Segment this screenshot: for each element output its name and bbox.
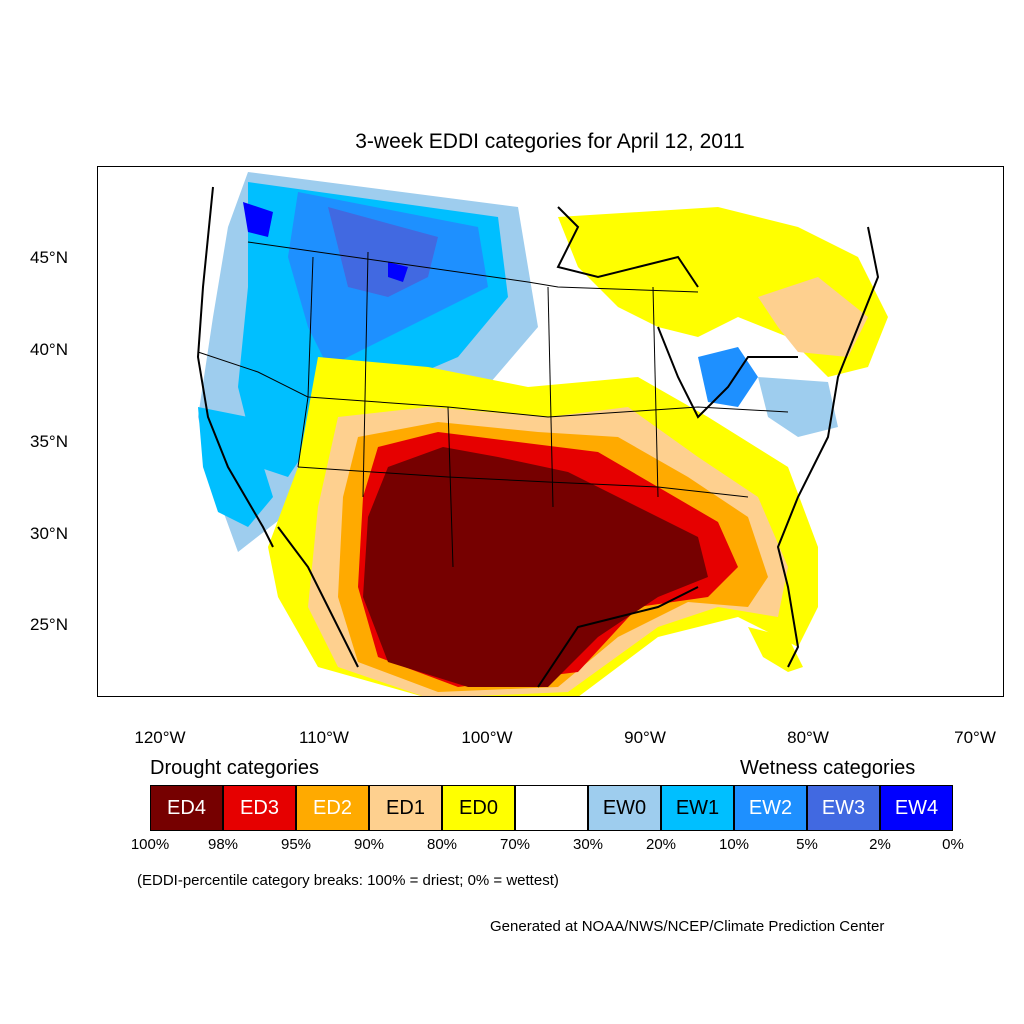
dry-region-florida bbox=[748, 627, 803, 672]
percentile-label: 80% bbox=[426, 836, 458, 853]
coastlines bbox=[196, 186, 880, 688]
wetness-heading: Wetness categories bbox=[740, 757, 916, 779]
lat-label: 35°N bbox=[30, 432, 68, 451]
percentile-label: 20% bbox=[645, 836, 677, 853]
category-break-note: (EDDI-percentile category breaks: 100% =… bbox=[137, 872, 559, 889]
percentile-label: 30% bbox=[572, 836, 604, 853]
lon-label: 120°W bbox=[134, 728, 186, 747]
wet-region-northwest-ew4 bbox=[243, 202, 273, 237]
legend-swatch: EW1 bbox=[661, 785, 734, 831]
drought-heading: Drought categories bbox=[150, 757, 319, 779]
percentile-label: 0% bbox=[942, 836, 964, 853]
lon-label: 80°W bbox=[787, 728, 829, 747]
percentile-label: 100% bbox=[130, 836, 170, 853]
lon-label: 90°W bbox=[624, 728, 666, 747]
legend-swatch: EW3 bbox=[807, 785, 880, 831]
lat-label: 40°N bbox=[30, 340, 68, 359]
percentile-label: 98% bbox=[207, 836, 239, 853]
legend-swatch: ED0 bbox=[442, 785, 515, 831]
percentile-label: 10% bbox=[718, 836, 750, 853]
legend-swatch: ED3 bbox=[223, 785, 296, 831]
legend-swatch: EW4 bbox=[880, 785, 953, 831]
credit-line: Generated at NOAA/NWS/NCEP/Climate Predi… bbox=[490, 918, 885, 935]
percentile-label: 90% bbox=[353, 836, 385, 853]
lat-label: 45°N bbox=[30, 248, 68, 267]
legend-swatch: EW2 bbox=[734, 785, 807, 831]
lat-label: 25°N bbox=[30, 615, 68, 634]
percentile-label: 95% bbox=[280, 836, 312, 853]
percentile-label: 2% bbox=[869, 836, 891, 853]
legend-swatch: ED2 bbox=[296, 785, 369, 831]
legend-swatch: EW0 bbox=[588, 785, 661, 831]
percentile-label: 5% bbox=[796, 836, 818, 853]
wet-region-northwest-ew4b bbox=[388, 262, 408, 282]
wet-region-lake-erie bbox=[698, 347, 758, 407]
lon-label: 100°W bbox=[461, 728, 513, 747]
lon-label: 110°W bbox=[299, 728, 349, 747]
dry-region-south-ed4 bbox=[363, 447, 708, 687]
map-title: 3-week EDDI categories for April 12, 201… bbox=[355, 130, 745, 153]
lat-label: 30°N bbox=[30, 524, 68, 543]
legend-swatch: ED1 bbox=[369, 785, 442, 831]
state-borders bbox=[197, 241, 789, 568]
percentile-label: 70% bbox=[499, 836, 531, 853]
wet-region-midatlantic bbox=[758, 377, 838, 437]
dry-region-northeast-ed1 bbox=[758, 277, 868, 357]
eddi-map bbox=[196, 172, 888, 696]
legend-swatch: ED4 bbox=[150, 785, 223, 831]
lon-label: 70°W bbox=[954, 728, 996, 747]
map-frame bbox=[97, 166, 1004, 697]
legend-swatch bbox=[515, 785, 588, 831]
wet-region-northwest-ew3 bbox=[328, 207, 438, 297]
